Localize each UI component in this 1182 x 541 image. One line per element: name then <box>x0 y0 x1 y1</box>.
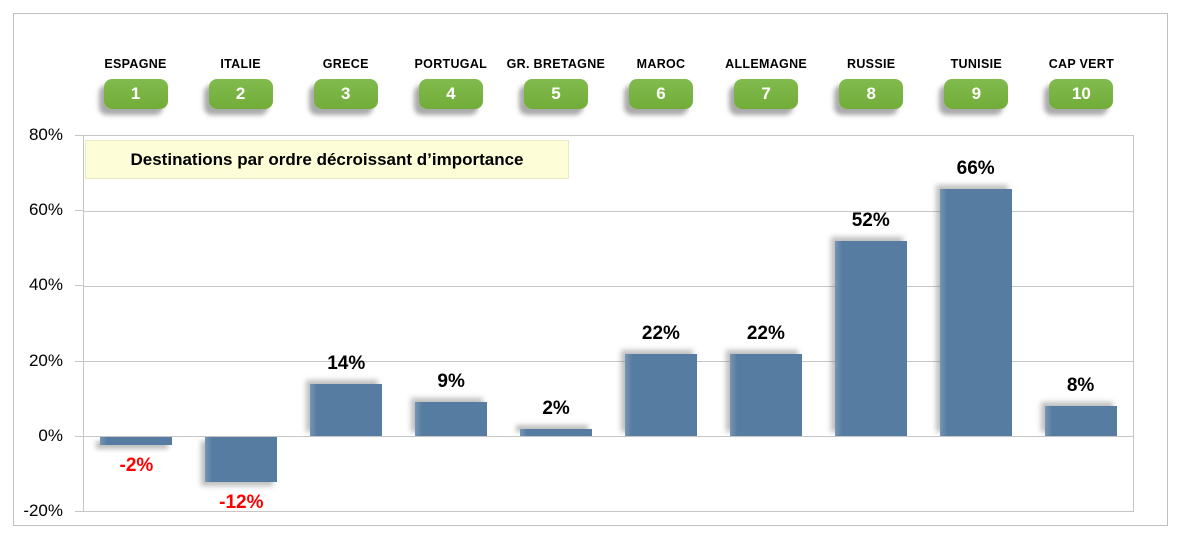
destination-column-1: ESPAGNE 1 <box>83 26 188 112</box>
value-label-gr-bretagne: 2% <box>542 397 570 419</box>
bar-italie <box>205 437 278 482</box>
destination-column-9: TUNISIE 9 <box>924 26 1029 112</box>
y-tick-label: 40% <box>28 275 63 295</box>
gridline <box>84 286 1133 287</box>
chart-title: Destinations par ordre décroissant d’imp… <box>130 149 524 169</box>
rank-badge: 10 <box>1049 79 1114 109</box>
value-label-italie: -12% <box>219 492 264 513</box>
gridline <box>84 361 1133 362</box>
country-label: MAROC <box>636 57 686 71</box>
rank-badge: 2 <box>208 79 273 109</box>
destination-rank-header: ESPAGNE 1 ITALIE 2 GRECE 3 PORTUGAL 4 GR. BRETAG… <box>83 26 1134 112</box>
value-label-maroc: 22% <box>641 322 680 344</box>
bar-portugal <box>415 402 488 436</box>
rank-badge: 7 <box>734 79 799 109</box>
value-label-cap-vert: 8% <box>1066 375 1095 396</box>
bar-grece <box>310 383 383 436</box>
value-label-portugal: 9% <box>437 371 465 393</box>
y-tick-mark <box>75 511 84 512</box>
value-label-allemagne: 22% <box>746 322 785 344</box>
bar-gr-bretagne <box>520 428 593 436</box>
value-label-russie: 52% <box>851 210 890 231</box>
destination-column-6: MAROC 6 <box>608 26 713 112</box>
rank-badge: 4 <box>418 79 483 109</box>
bar-cap-vert <box>1044 406 1117 436</box>
destination-column-5: GR. BRETAGNE 5 <box>503 26 608 112</box>
country-label: TUNISIE <box>950 57 1002 71</box>
value-label-tunisie: 66% <box>956 157 995 179</box>
country-label: ALLEMAGNE <box>725 57 808 71</box>
country-label: ITALIE <box>220 57 261 71</box>
destination-column-8: RUSSIE 8 <box>819 26 924 112</box>
destination-column-7: ALLEMAGNE 7 <box>714 26 819 112</box>
destination-column-10: CAP VERT 10 <box>1029 26 1134 112</box>
y-tick-label: 0% <box>38 425 63 445</box>
rank-badge: 8 <box>839 79 904 109</box>
y-tick-mark <box>75 135 84 136</box>
country-label: GRECE <box>322 57 369 71</box>
destination-column-2: ITALIE 2 <box>188 26 293 112</box>
y-tick-mark <box>75 210 84 212</box>
country-label: ESPAGNE <box>104 57 167 71</box>
destination-column-3: GRECE 3 <box>293 26 398 112</box>
bar-maroc <box>624 353 697 436</box>
country-label: GR. BRETAGNE <box>506 57 606 71</box>
y-tick-label: 60% <box>28 200 63 220</box>
gridline <box>84 211 1133 212</box>
bar-russie <box>834 241 907 436</box>
country-label: PORTUGAL <box>414 57 488 71</box>
y-tick-mark <box>75 435 84 437</box>
y-tick-label: 20% <box>28 350 63 370</box>
rank-badge: 5 <box>523 79 588 109</box>
bar-allemagne <box>729 353 802 436</box>
chart-title-box: Destinations par ordre décroissant d’imp… <box>85 140 569 179</box>
country-label: RUSSIE <box>847 57 896 71</box>
rank-badge: 6 <box>629 79 694 109</box>
y-tick-label: 80% <box>28 125 63 144</box>
y-tick-mark <box>75 285 84 287</box>
rank-badge: 1 <box>103 79 168 109</box>
rank-badge: 3 <box>313 79 378 109</box>
rank-badge: 9 <box>944 79 1009 109</box>
bar-espagne <box>100 437 173 445</box>
plot-area: Destinations par ordre décroissant d’imp… <box>83 135 1134 513</box>
y-tick-label: -20% <box>23 501 63 520</box>
bar-tunisie <box>939 188 1012 436</box>
destination-column-4: PORTUGAL 4 <box>398 26 503 112</box>
y-tick-mark <box>75 360 84 362</box>
value-label-espagne: -2% <box>119 454 154 476</box>
gridline <box>84 436 1133 437</box>
value-label-grece: 14% <box>327 352 366 374</box>
country-label: CAP VERT <box>1048 57 1115 71</box>
